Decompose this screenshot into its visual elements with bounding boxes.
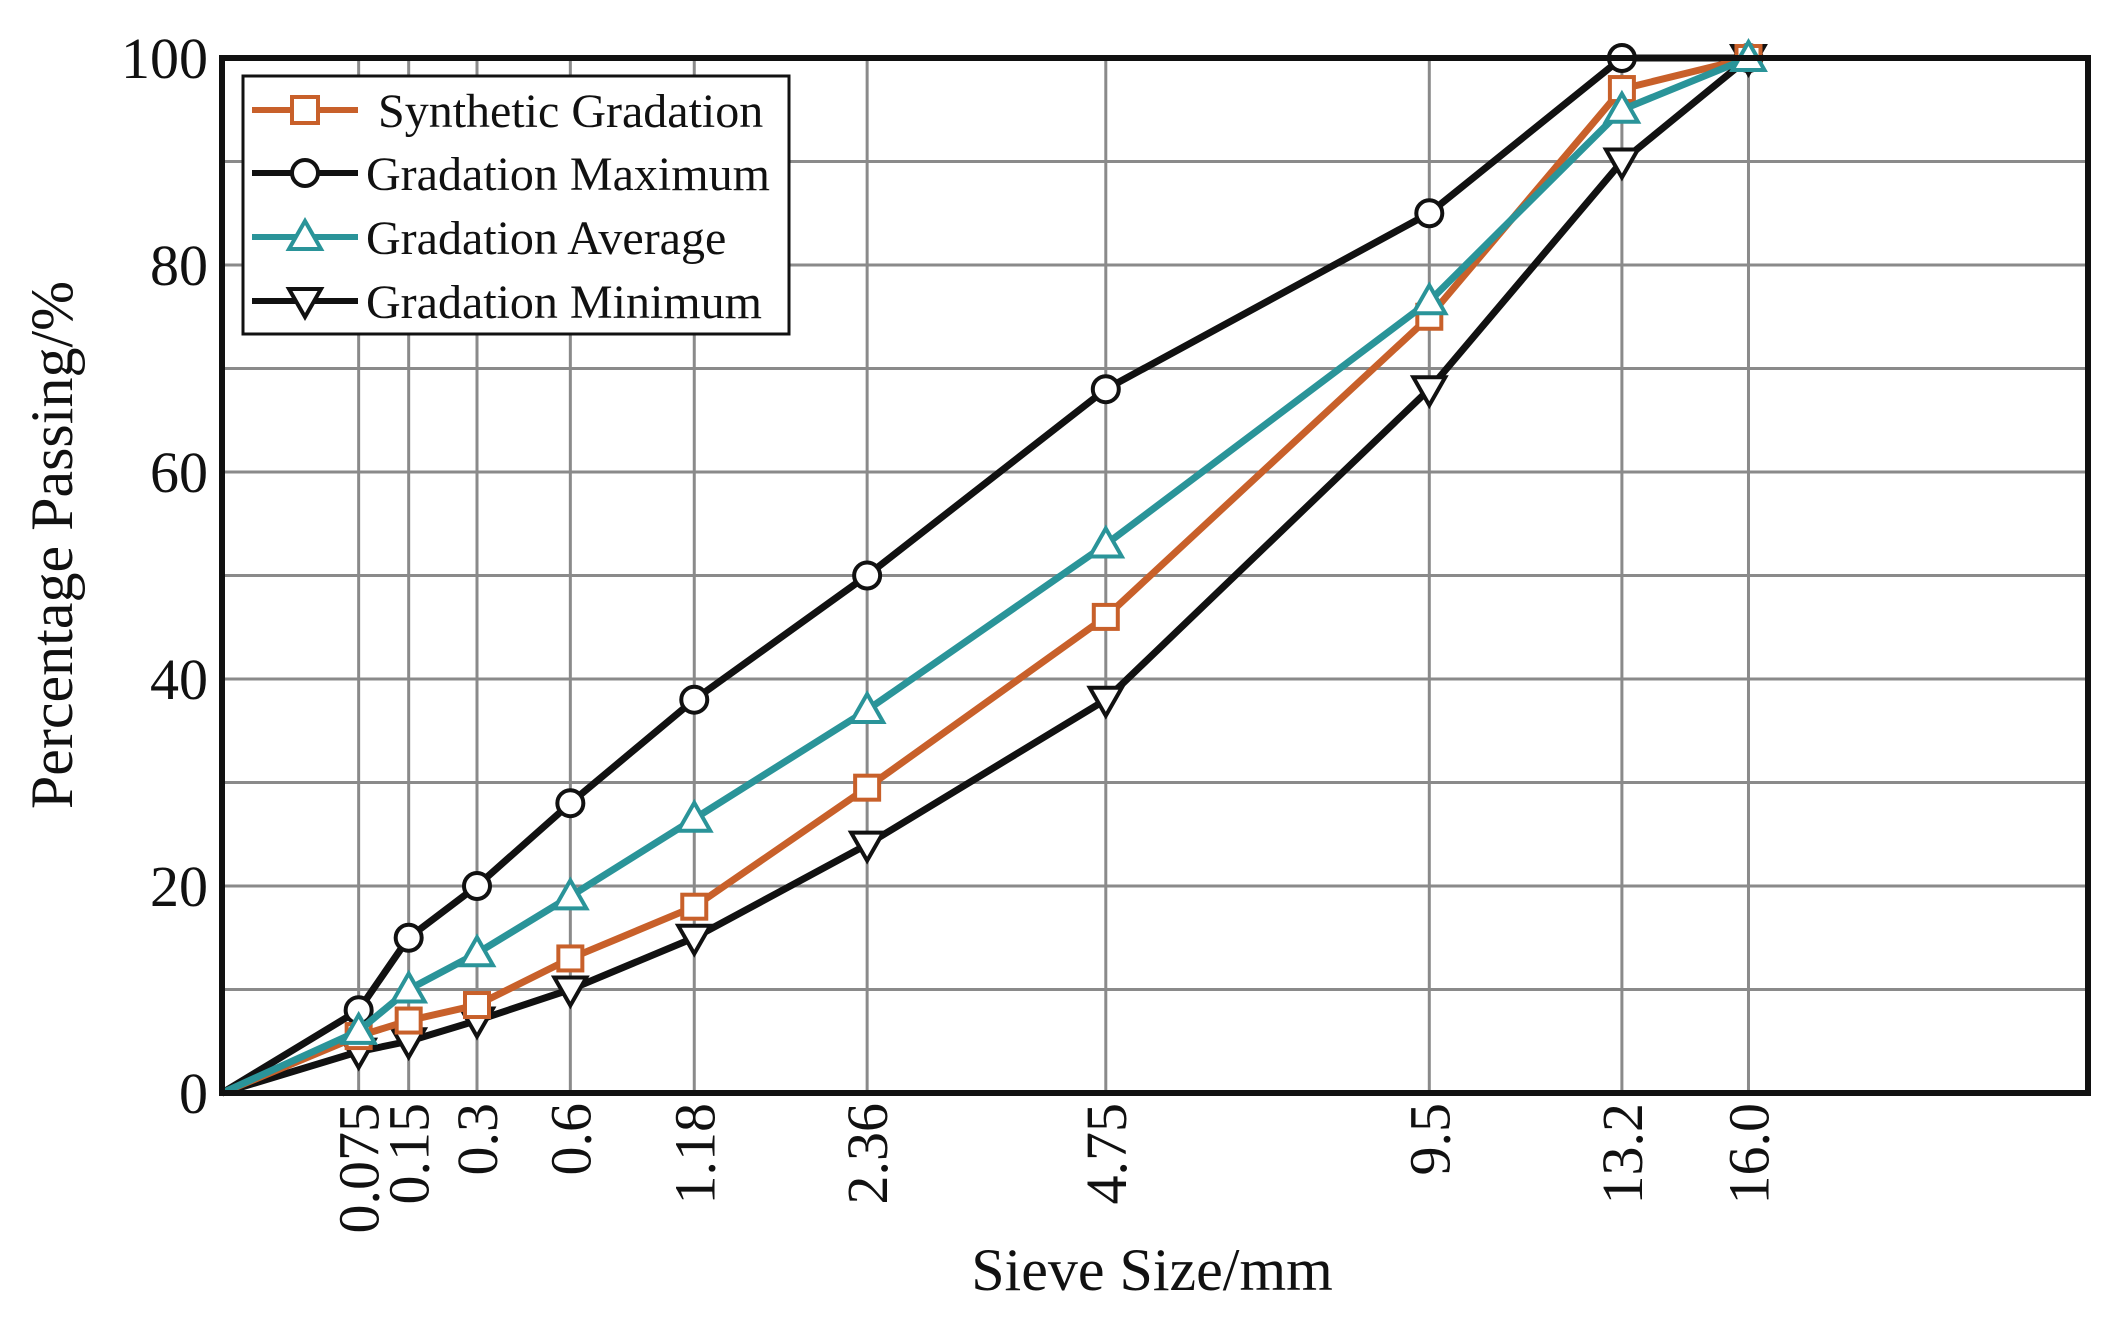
data-point-triangle-down [674,923,714,958]
data-point-triangle-up [339,1010,379,1045]
data-point-triangle-up [674,798,714,833]
data-point-circle [1414,198,1445,229]
x-tick-label: 9.5 [1397,1103,1462,1176]
legend-item-gradation-maximum: Gradation Maximum [252,148,770,201]
legend-label-synthetic: Synthetic Gradation [378,85,763,138]
data-point-triangle-down [550,975,590,1010]
data-point-circle [1090,374,1121,405]
x-tick-label: 0.15 [377,1103,442,1205]
data-point-square [680,892,709,921]
data-point-triangle-down [1409,375,1449,410]
data-point-triangle-up [457,933,497,968]
data-point-square [1091,602,1120,631]
circle-marker-icon [290,158,320,188]
data-point-triangle-up [1409,281,1449,316]
data-point-square [463,991,492,1020]
legend-label-maximum: Gradation Maximum [366,148,770,201]
x-tick-label: 0.3 [445,1103,510,1176]
y-tick-label: 60 [150,440,208,505]
legend: Synthetic Gradation Gradation Maximum Gr… [241,74,791,336]
data-point-circle [679,684,710,715]
legend-box [241,74,791,336]
triangle-up-marker-icon [285,216,325,251]
y-tick-label: 20 [150,854,208,919]
data-point-triangle-up [389,969,429,1004]
data-point-triangle-down [1086,685,1126,720]
legend-item-gradation-average: Gradation Average [252,212,726,265]
x-tick-label: 2.36 [835,1103,900,1205]
x-tick-label: 0.6 [538,1103,603,1176]
data-point-circle [393,922,424,953]
data-point-triangle-down [847,830,887,865]
data-point-triangle-up [1602,89,1642,124]
x-tick-label: 1.18 [662,1103,727,1205]
triangle-down-marker-icon [285,287,325,322]
data-point-circle [555,788,586,819]
legend-item-synthetic-gradation: Synthetic Gradation [252,85,763,138]
x-axis-title: Sieve Size/mm [971,1237,1333,1303]
series-layer [220,37,1768,1097]
y-axis: 0 20 40 60 80 100 [121,26,208,1126]
data-point-triangle-up [1086,524,1126,559]
legend-label-average: Gradation Average [366,212,726,265]
x-tick-label: 16.0 [1716,1103,1781,1205]
y-tick-label: 0 [179,1061,208,1126]
data-point-triangle-up [550,876,590,911]
x-tick-label: 4.75 [1074,1103,1139,1205]
square-marker-icon [290,95,320,125]
series-gradation-average [220,37,1768,1097]
y-tick-label: 40 [150,647,208,712]
data-point-circle [852,560,883,591]
y-tick-label: 100 [121,26,208,91]
x-tick-label: 0.075 [327,1103,392,1234]
legend-item-gradation-minimum: Gradation Minimum [252,276,762,329]
data-point-square [556,944,585,973]
legend-label-minimum: Gradation Minimum [366,276,762,329]
plot-frame [219,55,2091,1096]
x-tick-label: 13.2 [1590,1103,1655,1205]
data-point-square [853,773,882,802]
y-axis-title: Percentage Passing/% [19,281,85,809]
data-point-square [394,1006,423,1035]
data-point-circle [462,871,493,901]
y-tick-label: 80 [150,233,208,298]
data-point-triangle-down [1602,147,1642,182]
data-point-triangle-up [847,690,887,725]
